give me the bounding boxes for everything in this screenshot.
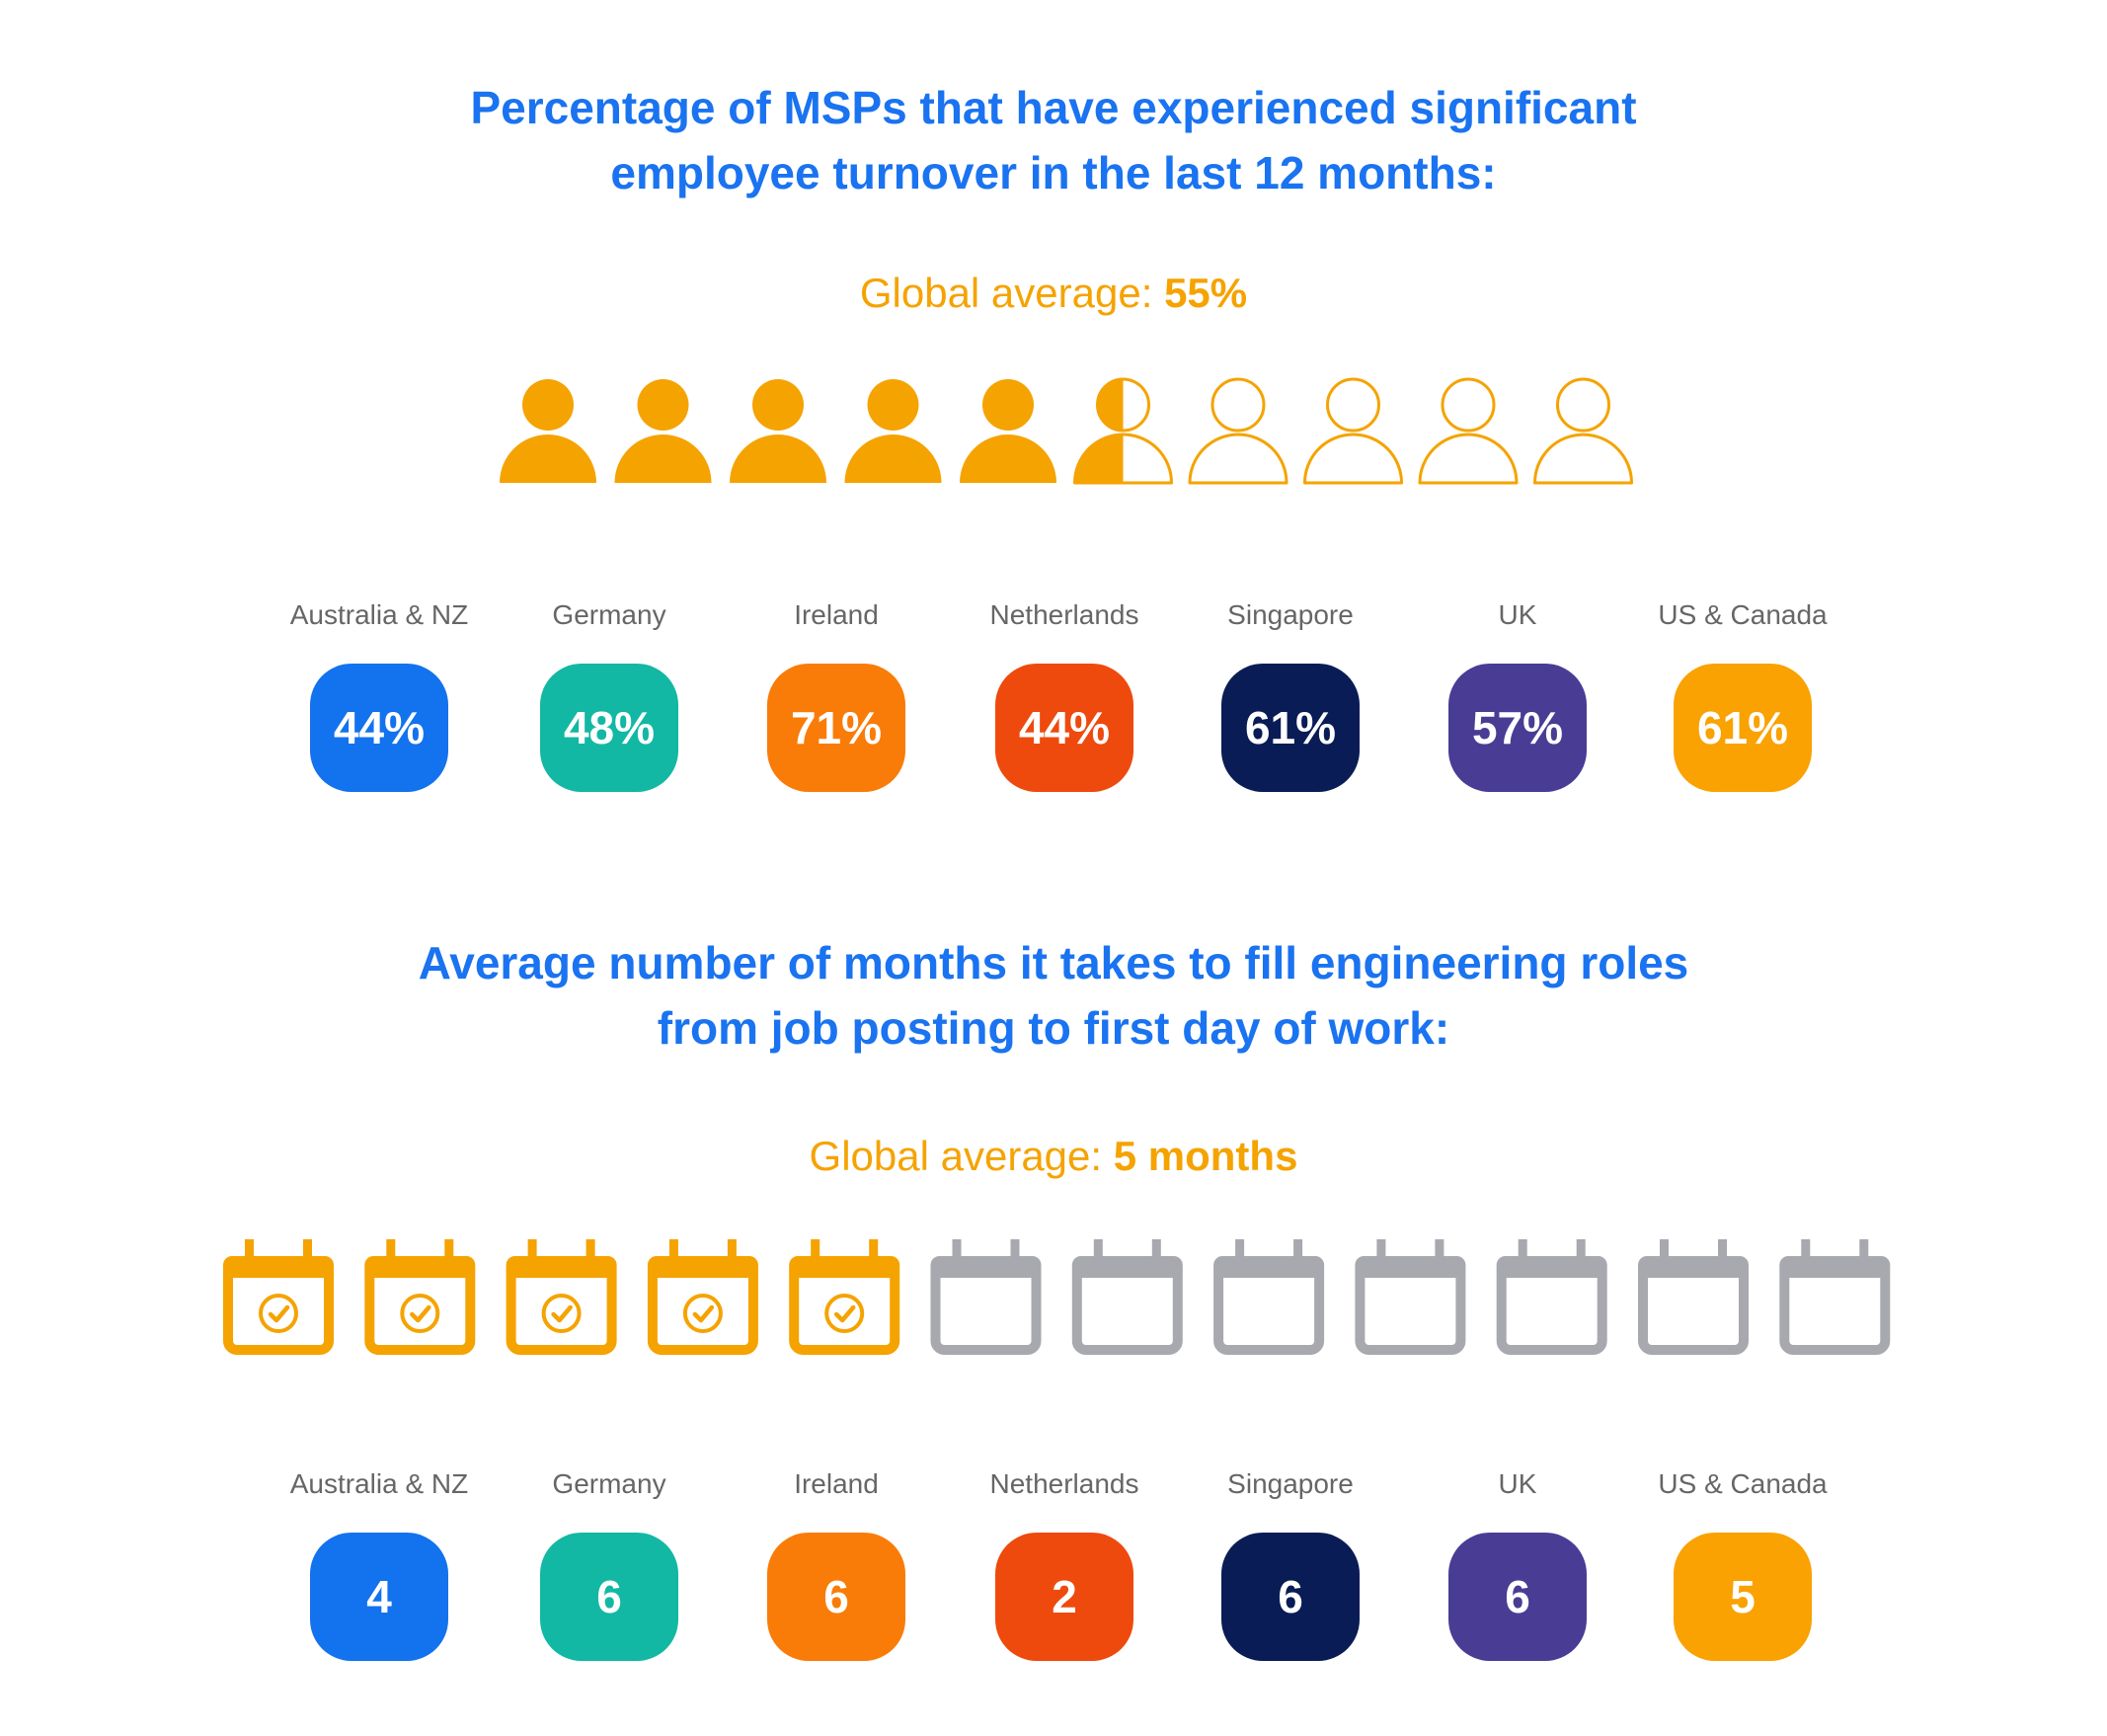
person-icon [844, 379, 942, 483]
country-value-tile: 57% [1448, 664, 1587, 792]
country-label: UK [1498, 599, 1537, 630]
country-value-tile: 6 [1448, 1533, 1587, 1661]
calendar-icon [1779, 1239, 1891, 1355]
hiring-global-average: Global average: 5 months [0, 1132, 2107, 1181]
country-value-tile: 44% [310, 664, 448, 792]
country-value-tile: 5 [1674, 1533, 1812, 1661]
country-label: Germany [552, 1468, 666, 1499]
person-icon [1073, 377, 1173, 485]
calendar-icon [1213, 1239, 1325, 1355]
country-value-tile: 4 [310, 1533, 448, 1661]
turnover-global-average: Global average: 55% [0, 269, 2107, 318]
calendar-icon [1496, 1239, 1607, 1355]
calendar-check-icon [364, 1239, 476, 1355]
country-label: US & Canada [1658, 599, 1828, 630]
person-icon [1303, 377, 1403, 485]
calendar-check-icon [789, 1239, 900, 1355]
country-value-tile: 61% [1221, 664, 1360, 792]
turnover-title-line-2: employee turnover in the last 12 months: [610, 147, 1497, 198]
hiring-average-label: Global average: [809, 1133, 1114, 1179]
hiring-title-line-2: from job posting to first day of work: [657, 1002, 1450, 1054]
country-value-tile: 6 [540, 1533, 678, 1661]
calendar-icon [1355, 1239, 1466, 1355]
calendar-check-icon [223, 1239, 334, 1355]
person-icon [730, 379, 826, 483]
calendar-check-icon [506, 1239, 617, 1355]
country-label: UK [1498, 1468, 1537, 1499]
person-icon [500, 379, 596, 483]
person-icon [1418, 377, 1519, 485]
person-icon-row [500, 377, 1633, 485]
country-label: Australia & NZ [289, 599, 469, 630]
country-label: Netherlands [989, 599, 1139, 630]
country-value-tile: 48% [540, 664, 678, 792]
turnover-average-value: 55% [1164, 270, 1248, 316]
person-icon [960, 379, 1056, 483]
person-icon [1188, 377, 1288, 485]
calendar-check-icon [647, 1239, 758, 1355]
country-label: Singapore [1227, 599, 1354, 630]
country-label: Ireland [794, 1468, 879, 1499]
country-label: Germany [552, 599, 666, 630]
country-label: US & Canada [1658, 1468, 1828, 1499]
calendar-icon-row [223, 1239, 1891, 1355]
country-value-tile: 71% [767, 664, 905, 792]
turnover-title-line-1: Percentage of MSPs that have experienced… [470, 82, 1637, 133]
country-value-tile: 6 [767, 1533, 905, 1661]
country-value-tile: 61% [1674, 664, 1812, 792]
country-label: Netherlands [989, 1468, 1139, 1499]
country-value-tile: 6 [1221, 1533, 1360, 1661]
turnover-title: Percentage of MSPs that have experienced… [0, 75, 2107, 205]
country-value-tile: 44% [995, 664, 1133, 792]
turnover-average-label: Global average: [859, 270, 1165, 316]
calendar-icon [1071, 1239, 1183, 1355]
country-label: Singapore [1227, 1468, 1354, 1499]
hiring-average-value: 5 months [1113, 1133, 1298, 1179]
person-icon [1533, 377, 1633, 485]
country-label: Ireland [794, 599, 879, 630]
country-label: Australia & NZ [289, 1468, 469, 1499]
hiring-title: Average number of months it takes to fil… [0, 930, 2107, 1061]
country-value-tile: 2 [995, 1533, 1133, 1661]
person-icon [614, 379, 712, 483]
calendar-icon [930, 1239, 1042, 1355]
hiring-title-line-1: Average number of months it takes to fil… [418, 937, 1689, 988]
calendar-icon [1638, 1239, 1749, 1355]
